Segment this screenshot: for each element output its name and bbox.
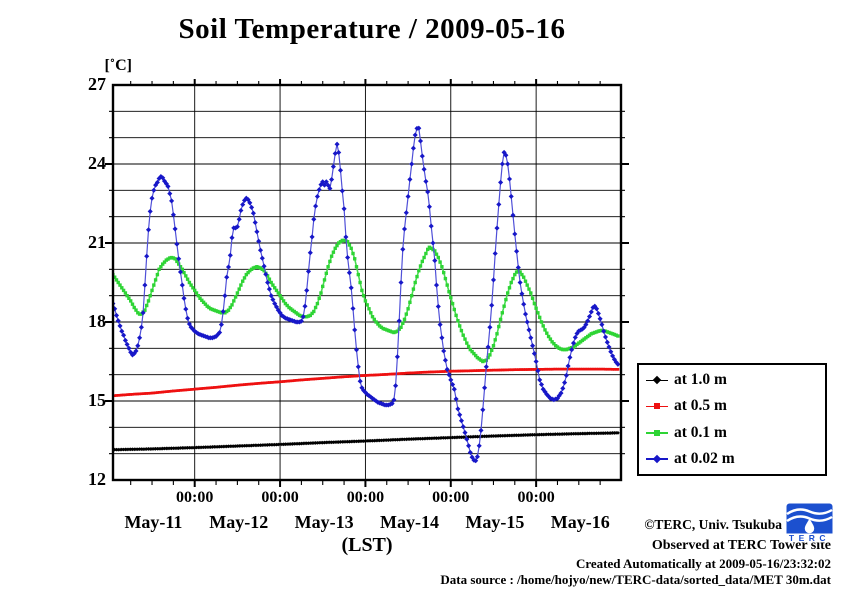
x-tick-label-4: 00:00 [517,489,555,506]
footer-data-source: Data source : /home/hojyo/new/TERC-data/… [440,572,831,587]
logo-wave-icon [786,508,833,516]
day-label-may-16: May-16 [550,512,610,532]
legend-item-at-0-1-m: at 0.1 m [646,420,825,446]
legend-diamond-marker-icon [646,453,668,465]
plot-frame [111,83,623,482]
footer-created-timestamp: Created Automatically at 2009-05-16/23:3… [575,556,831,571]
y-tick-label-21: 21 [88,232,106,252]
x-tick-label-2: 00:00 [346,489,385,506]
logo-terc-text: TERC [789,533,830,543]
legend-square-marker-icon [646,400,668,412]
legend-item-at-0-5-m: at 0.5 m [646,393,825,419]
y-axis-unit-label: [˚C] [104,57,132,74]
legend-label: at 0.1 m [674,423,727,441]
x-axis-label: (LST) [341,534,393,556]
legend-label: at 0.02 m [674,449,735,467]
legend-item-at-1-0-m: at 1.0 m [646,367,825,393]
gridlines [113,85,621,480]
day-label-may-13: May-13 [294,512,354,532]
day-label-may-11: May-11 [124,512,183,532]
terc-logo: TERC [786,503,833,543]
legend-label: at 0.5 m [674,397,727,415]
day-label-may-14: May-14 [380,512,439,532]
legend-box: at 1.0 m at 0.5 m at 0.1 m at 0.02 m [637,363,827,476]
y-tick-label-12: 12 [88,469,106,489]
series-at-1-0-m [112,430,620,452]
day-label-may-15: May-15 [465,512,525,532]
legend-item-at-0-02-m: at 0.02 m [646,446,825,472]
legend-square-marker-icon [646,427,668,439]
legend-label: at 1.0 m [674,371,727,389]
day-label-may-12: May-12 [209,512,269,532]
footer-copyright: ©TERC, Univ. Tsukuba [644,517,782,532]
y-tick-label-24: 24 [88,153,106,173]
footer-observed-site: Observed at TERC Tower site [651,538,831,553]
axis-ticks [105,79,629,487]
legend-diamond-marker-icon [646,374,668,386]
y-tick-label-18: 18 [88,311,106,331]
x-tick-label-3: 00:00 [432,489,470,506]
series-at-0-5-m [112,367,620,398]
logo-waterdrop-icon [804,518,815,534]
x-tick-label-1: 00:00 [261,489,299,506]
logo-text-band [786,533,833,543]
chart-title: Soil Temperature / 2009-05-16 [178,13,566,45]
y-tick-label-15: 15 [88,390,106,410]
x-tick-label-0: 00:00 [176,489,214,506]
y-tick-label-27: 27 [88,74,106,94]
series-at-0-1-m [112,238,620,364]
